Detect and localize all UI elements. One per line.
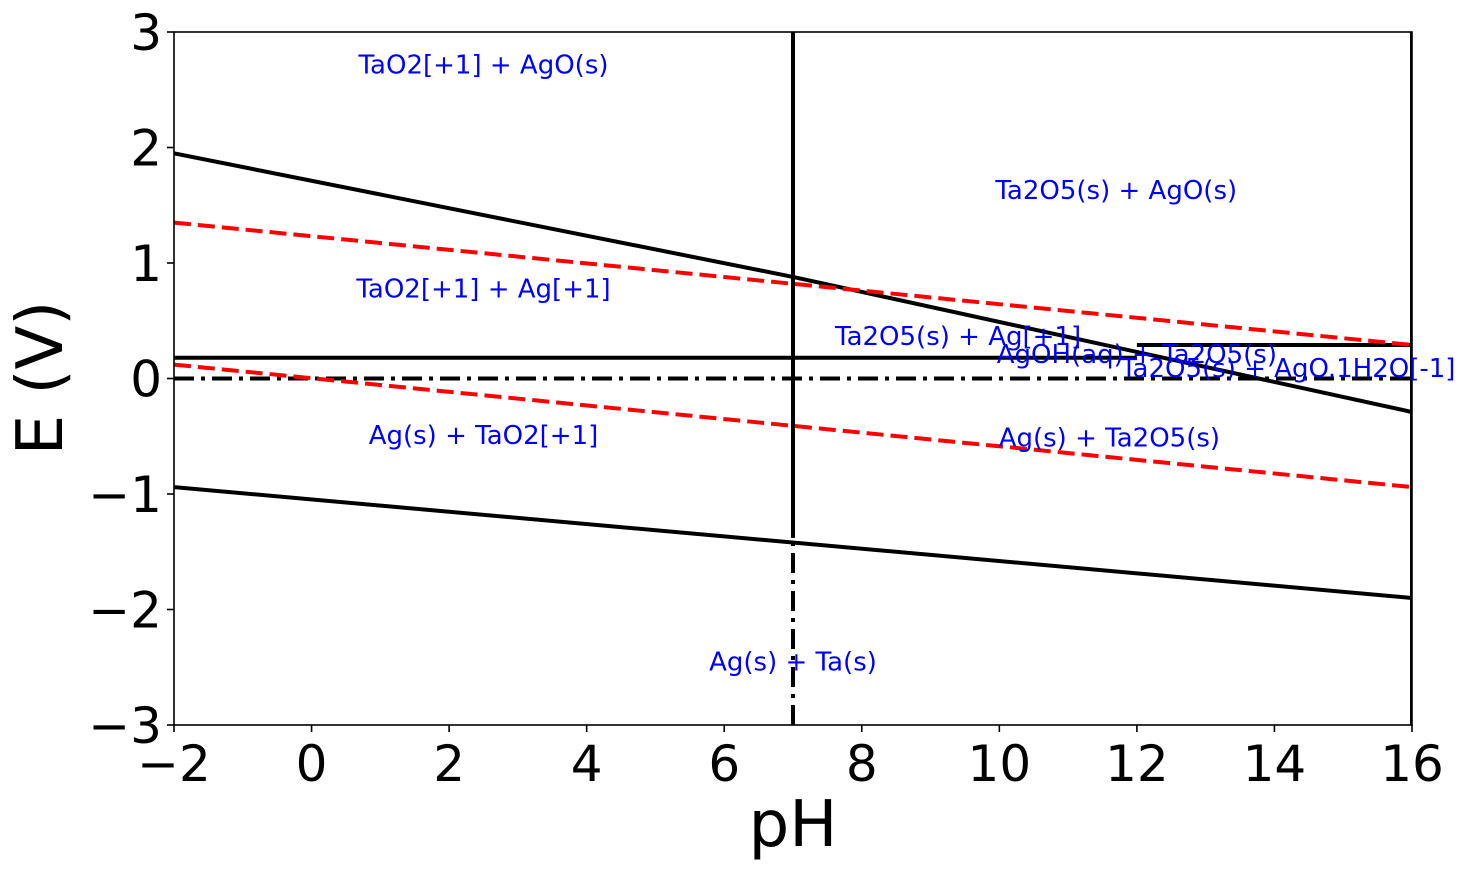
x-tick-label: 10 [968,735,1032,793]
series-line-8-dashed [174,220,1412,347]
region-label: Ag(s) + Ta2O5(s) [999,423,1220,453]
x-tick-label: 16 [1380,735,1444,793]
y-tick-label: −3 [88,697,162,755]
y-tick-label: 3 [130,4,162,62]
y-axis-title: E (V) [4,301,78,456]
x-tick-label: 8 [846,735,878,793]
x-tick-label: 14 [1243,735,1307,793]
region-label: Ta2O5(s) + AgO.1H2O[-1] [1120,354,1455,384]
region-label: AgOH(aq) + Ta2O5(s) [997,340,1277,370]
x-axis-title: pH [749,788,838,862]
y-tick-label: 1 [130,235,162,293]
y-tick-label: −2 [88,582,162,640]
region-label: Ta2O5(s) + AgO(s) [994,176,1237,206]
x-tick-label: 0 [296,735,328,793]
x-tick-label: 6 [708,735,740,793]
x-tick-label: −2 [137,735,211,793]
series-layer [174,32,1412,725]
region-label: TaO2[+1] + AgO(s) [357,50,608,80]
region-label: TaO2[+1] + Ag[+1] [355,274,610,304]
y-tick-label: 2 [130,120,162,178]
x-tick-label: 12 [1105,735,1169,793]
annotation-layer: TaO2[+1] + AgO(s) Ta2O5(s) + AgO(s) TaO2[+… [355,50,1455,677]
y-tick-label: 0 [130,351,162,409]
x-tick-label: 2 [433,735,465,793]
y-tick-label: −1 [88,466,162,524]
region-label: Ta2O5(s) + Ag[+1] [834,322,1081,352]
x-tick-label: 4 [571,735,603,793]
region-label: Ag(s) + TaO2[+1] [369,421,599,451]
region-label: Ag(s) + Ta(s) [709,647,877,677]
series-line-9-dashed [174,362,1412,490]
